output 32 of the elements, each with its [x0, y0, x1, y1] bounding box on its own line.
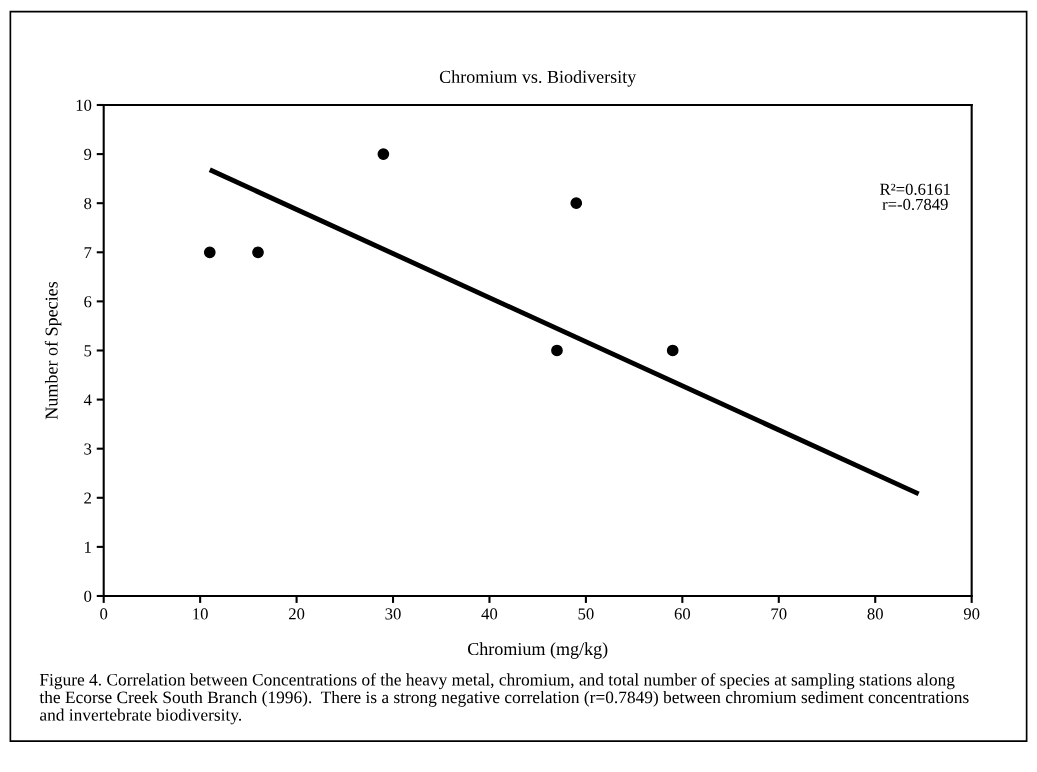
chart-title: Chromium vs. Biodiversity: [439, 70, 637, 87]
caption: Figure 4. Correlation between Concentrations of the heavy metal, chromium, and total number of species at sampling stations along the Ecorse Creek South Branch (1996). There is a strong negative correlation (r=0.7849) between chromium sediment concentrations and invertebrate biodiversity.: [39, 673, 969, 725]
x-tick-label: 30: [385, 608, 401, 620]
x-tick-label: 20: [288, 608, 305, 620]
y-tick-label: 0: [84, 590, 92, 602]
y-tick-label: 3: [84, 443, 92, 455]
y-tick-label: 5: [84, 345, 92, 357]
y-tick-label: 8: [84, 197, 92, 210]
x-tick-label: 70: [771, 608, 787, 620]
point: [570, 197, 583, 210]
x-tick-label: 50: [578, 608, 594, 620]
annotation: R²=0.6161 r=-0.7849: [880, 183, 950, 211]
x-tick-label: 60: [674, 608, 691, 620]
point: [203, 246, 216, 259]
x-axis-title: Chromium (mg/kg): [467, 642, 608, 659]
y-axis-title: Number of Species: [44, 281, 62, 420]
point: [377, 148, 390, 160]
y-tick-label: 9: [84, 148, 92, 161]
x-tick-label: 80: [867, 608, 883, 620]
y-tick-label: 1: [85, 541, 91, 553]
x-tick-label: 0: [100, 608, 108, 620]
y-tick-label: 2: [84, 492, 91, 504]
x-tick-label: 90: [963, 608, 980, 620]
point: [252, 246, 264, 259]
y-tick-label: 4: [83, 394, 92, 406]
y-tick-label: 6: [84, 296, 92, 308]
x-tick-label: 10: [193, 608, 208, 620]
y-tick-label: 10: [76, 99, 92, 111]
point: [551, 344, 563, 357]
x-tick-label: 40: [481, 608, 498, 620]
point: [666, 344, 679, 357]
y-tick-label: 7: [84, 247, 92, 259]
